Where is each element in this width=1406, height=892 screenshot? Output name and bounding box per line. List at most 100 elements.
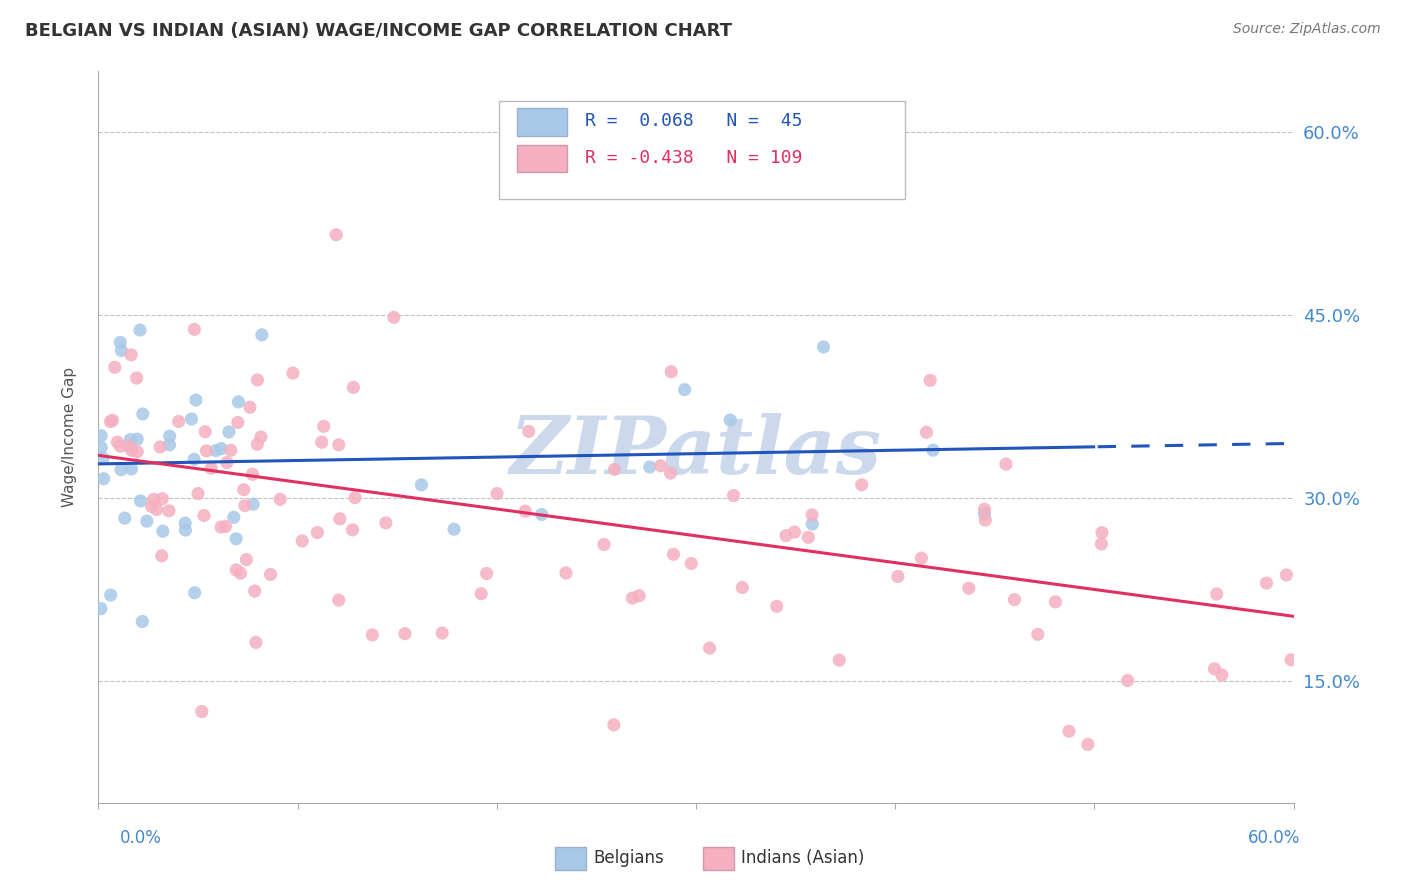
Point xyxy=(1116,673,1139,688)
Point xyxy=(108,335,131,350)
Point xyxy=(1045,595,1067,609)
FancyBboxPatch shape xyxy=(517,145,567,172)
Point xyxy=(311,435,333,450)
Point xyxy=(281,366,304,380)
Point xyxy=(1256,576,1278,591)
Point xyxy=(204,443,226,458)
Text: BELGIAN VS INDIAN (ASIAN) WAGE/INCOME GAP CORRELATION CHART: BELGIAN VS INDIAN (ASIAN) WAGE/INCOME GA… xyxy=(25,22,733,40)
FancyBboxPatch shape xyxy=(499,101,905,200)
Point xyxy=(394,626,416,640)
Point xyxy=(485,486,508,500)
Point xyxy=(723,489,745,503)
Point xyxy=(242,497,264,511)
Point xyxy=(1205,587,1227,601)
Point xyxy=(191,705,214,719)
Point xyxy=(515,504,537,518)
Point xyxy=(922,443,945,458)
Point xyxy=(328,593,350,607)
Text: R =  0.068   N =  45: R = 0.068 N = 45 xyxy=(585,112,803,130)
Point xyxy=(142,492,165,507)
Point xyxy=(100,415,122,429)
Point xyxy=(673,383,696,397)
Point xyxy=(593,537,616,551)
Point xyxy=(775,528,797,542)
Point xyxy=(361,628,384,642)
Point xyxy=(150,491,173,506)
Point xyxy=(555,566,578,580)
Point xyxy=(603,718,626,732)
Point xyxy=(159,438,181,452)
Point xyxy=(269,492,291,507)
Point xyxy=(183,452,205,467)
Text: 60.0%: 60.0% xyxy=(1249,829,1301,847)
Point xyxy=(121,443,143,458)
Point xyxy=(328,438,350,452)
Text: Source: ZipAtlas.com: Source: ZipAtlas.com xyxy=(1233,22,1381,37)
Point xyxy=(200,461,222,475)
Point xyxy=(731,581,754,595)
Point xyxy=(226,416,249,430)
Point xyxy=(195,443,218,458)
Point xyxy=(994,457,1017,471)
Point xyxy=(343,491,366,505)
Point xyxy=(1204,662,1226,676)
Point xyxy=(110,343,132,358)
Point xyxy=(110,463,132,477)
Point xyxy=(235,552,257,566)
Point xyxy=(915,425,938,440)
Point xyxy=(110,439,132,453)
Point xyxy=(135,514,157,528)
Point xyxy=(329,512,352,526)
Point xyxy=(141,500,163,514)
Point xyxy=(125,371,148,385)
Point xyxy=(411,478,433,492)
Point xyxy=(621,591,644,605)
Point xyxy=(801,516,824,531)
Point xyxy=(127,444,149,458)
Point xyxy=(225,532,247,546)
Point xyxy=(218,425,240,439)
Point xyxy=(150,549,173,563)
Point xyxy=(681,557,703,571)
Text: 0.0%: 0.0% xyxy=(120,829,162,847)
FancyBboxPatch shape xyxy=(517,108,567,136)
Point xyxy=(132,407,155,421)
Point xyxy=(225,563,247,577)
Point xyxy=(215,456,238,470)
Point xyxy=(131,615,153,629)
Point xyxy=(718,413,741,427)
Point xyxy=(1091,525,1114,540)
Point xyxy=(475,566,498,581)
Point xyxy=(1090,537,1112,551)
Point xyxy=(167,415,190,429)
Point xyxy=(1279,653,1302,667)
Point xyxy=(187,486,209,500)
Point xyxy=(127,432,149,446)
Point xyxy=(1077,738,1099,752)
Point xyxy=(910,551,932,566)
Point xyxy=(229,566,252,581)
Point xyxy=(157,504,180,518)
Point xyxy=(659,466,682,480)
Text: Belgians: Belgians xyxy=(593,849,664,867)
Point xyxy=(1004,592,1026,607)
Point xyxy=(1275,568,1298,582)
Point xyxy=(1057,724,1080,739)
Point xyxy=(973,507,995,521)
Point xyxy=(129,323,152,337)
Point xyxy=(242,467,264,482)
Point xyxy=(246,437,269,451)
Y-axis label: Wage/Income Gap: Wage/Income Gap xyxy=(62,367,77,508)
Point xyxy=(638,460,661,475)
Point xyxy=(699,641,721,656)
Point xyxy=(114,511,136,525)
Point xyxy=(91,451,114,466)
Point xyxy=(603,462,626,476)
Point xyxy=(146,502,169,516)
Point xyxy=(342,380,364,394)
Point xyxy=(90,441,112,455)
Point xyxy=(250,430,273,444)
Point xyxy=(659,365,682,379)
Point xyxy=(374,516,396,530)
Point xyxy=(219,443,242,458)
